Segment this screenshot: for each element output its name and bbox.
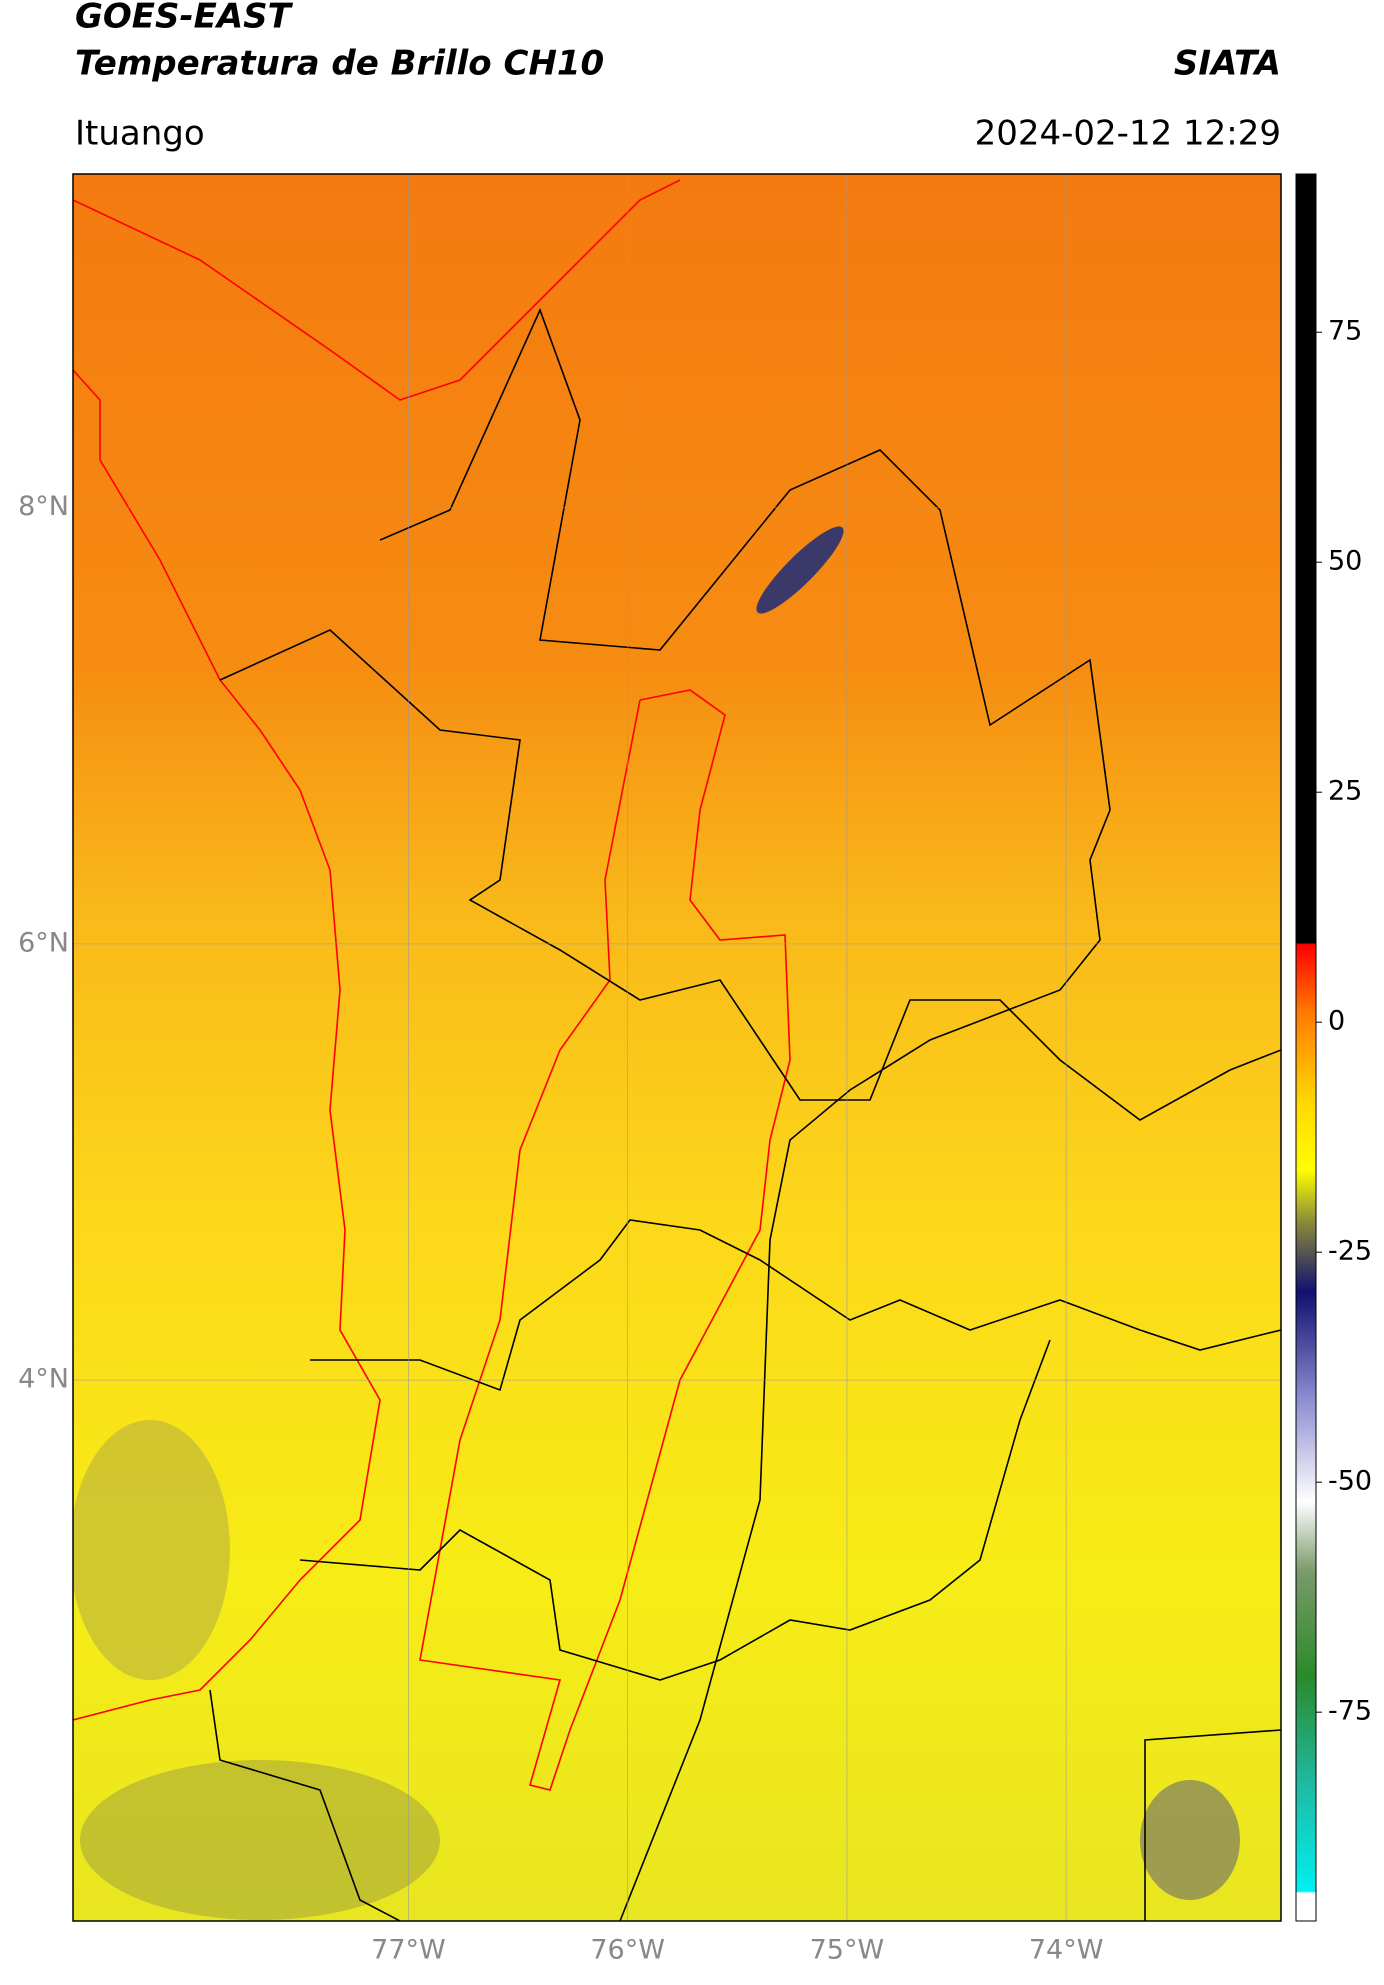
x-tick-label: 75°W bbox=[810, 1935, 885, 1966]
colorbar-tick-label: 50 bbox=[1328, 546, 1362, 577]
colorbar-tick-label: -50 bbox=[1328, 1466, 1372, 1497]
x-tick-label: 77°W bbox=[371, 1935, 446, 1966]
datetime: 2024-02-12 12:29 bbox=[975, 114, 1281, 154]
map-image bbox=[73, 174, 1281, 1921]
colorbar-tick-label: 25 bbox=[1328, 776, 1362, 807]
y-tick-label: 6°N bbox=[18, 927, 69, 958]
y-tick-label: 4°N bbox=[18, 1364, 69, 1395]
x-tick-label: 76°W bbox=[590, 1935, 665, 1966]
title: Temperatura de Brillo CH10 bbox=[75, 44, 604, 84]
grid bbox=[73, 174, 1281, 1921]
y-tick-label: 8°N bbox=[18, 491, 69, 522]
location: Ituango bbox=[75, 114, 205, 154]
colorbar-tick-label: -75 bbox=[1328, 1696, 1372, 1727]
x-tick-label: 74°W bbox=[1029, 1935, 1104, 1966]
title: GOES-EAST bbox=[75, 0, 294, 37]
colorbar-tick-label: 0 bbox=[1328, 1006, 1345, 1037]
source: SIATA bbox=[1174, 44, 1281, 84]
map-frame bbox=[72, 173, 1282, 1922]
colorbar-tick-label: 75 bbox=[1328, 316, 1362, 347]
colorbar-tick-label: -25 bbox=[1328, 1236, 1372, 1267]
colorbar bbox=[1295, 173, 1317, 1922]
